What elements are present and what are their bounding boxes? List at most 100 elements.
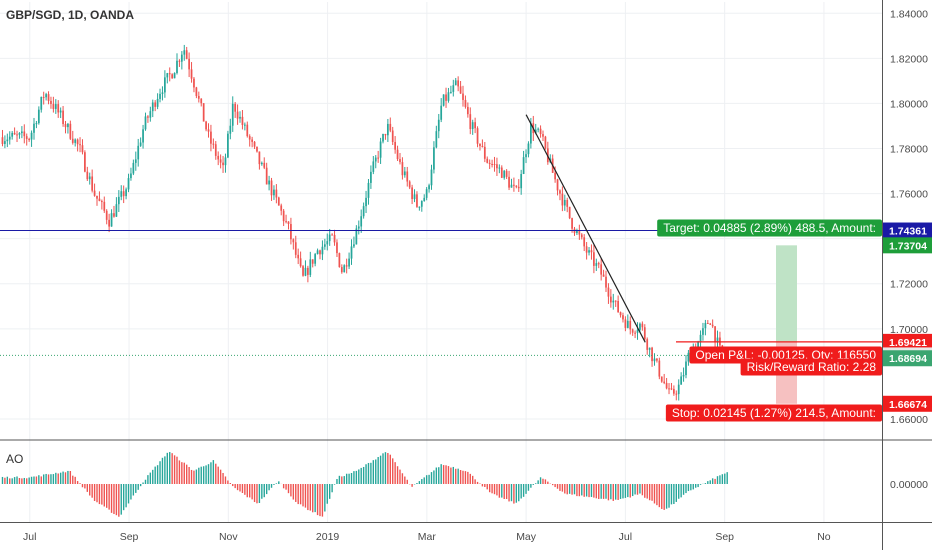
candle-body <box>593 252 595 266</box>
price-tag-bg <box>883 237 932 254</box>
candle-body <box>193 78 195 88</box>
candle-body <box>178 60 181 62</box>
candle-body <box>52 103 55 109</box>
candle-body <box>309 259 312 275</box>
stop-label-text: Stop: 0.02145 (1.27%) 214.5, Amount: <box>672 406 876 420</box>
candle-body <box>33 123 35 133</box>
candle-body <box>372 161 375 172</box>
candle-body <box>168 73 171 75</box>
candle-body <box>629 320 632 330</box>
candle-body <box>108 219 111 227</box>
price-tag-label: 1.69421 <box>889 337 927 349</box>
candle-body <box>563 199 566 206</box>
candle-body <box>277 197 280 206</box>
candle-body <box>503 170 506 178</box>
candle-body <box>675 393 678 395</box>
candle-body <box>50 100 52 104</box>
candle-body <box>714 326 716 343</box>
candles-layer <box>1 44 729 401</box>
candle-body <box>416 194 418 207</box>
candle-body <box>224 157 227 166</box>
candle-body <box>280 205 283 211</box>
candle-body <box>147 116 149 118</box>
price-axis[interactable]: 1.840001.820001.800001.780001.760001.740… <box>883 8 932 491</box>
candle-body <box>214 144 217 156</box>
price-tick-label: 1.84000 <box>890 8 928 20</box>
candle-body <box>430 169 433 186</box>
candle-body <box>338 253 341 268</box>
candle-body <box>302 266 304 276</box>
candle-body <box>408 181 411 188</box>
target-label-text: Target: 0.04885 (2.89%) 488.5, Amount: <box>663 221 876 235</box>
candle-body <box>382 134 384 142</box>
candle-body <box>64 124 67 128</box>
candle-body <box>394 141 397 150</box>
candle-body <box>508 176 510 188</box>
candle-body <box>292 239 295 243</box>
candle-body <box>685 361 687 376</box>
candle-body <box>568 206 571 219</box>
candle-body <box>360 216 363 227</box>
candle-body <box>294 242 297 255</box>
candle-body <box>355 228 358 245</box>
candle-body <box>287 221 290 225</box>
candle-body <box>345 265 348 267</box>
time-axis[interactable]: Jul Sep Nov 2019 Mar May Jul Sep No <box>23 531 831 543</box>
candle-body <box>13 132 16 135</box>
candle-body <box>285 221 287 223</box>
candle-body <box>62 110 64 125</box>
candle-body <box>200 98 203 104</box>
candle-body <box>590 250 593 253</box>
candle-body <box>471 122 474 130</box>
candle-body <box>697 341 699 350</box>
candle-body <box>639 323 641 330</box>
candle-body <box>515 185 518 187</box>
candle-body <box>542 134 544 137</box>
candle-body <box>462 93 464 100</box>
stop-label-group: Stop: 0.02145 (1.27%) 214.5, Amount: <box>665 404 882 422</box>
candle-body <box>425 189 428 198</box>
candle-body <box>217 155 220 160</box>
candle-body <box>316 250 319 255</box>
price-tick-label: 1.76000 <box>890 189 928 201</box>
candle-body <box>452 85 455 92</box>
candle-body <box>229 125 232 134</box>
candle-body <box>374 157 377 162</box>
candle-body <box>435 131 438 148</box>
candle-body <box>185 50 188 59</box>
candle-body <box>212 143 215 145</box>
candle-body <box>154 102 157 107</box>
candle-body <box>142 129 144 143</box>
candle-body <box>265 167 268 185</box>
risk-reward-label-bg <box>740 358 882 376</box>
target-label-bg <box>657 219 882 237</box>
candle-body <box>110 213 113 227</box>
candle-body <box>668 388 670 390</box>
candle-body <box>556 179 559 191</box>
candle-body <box>333 234 336 243</box>
candle-body <box>98 198 101 202</box>
candle-body <box>54 104 57 109</box>
candle-body <box>559 190 561 194</box>
candle-body <box>263 162 266 168</box>
candle-body <box>202 103 205 122</box>
candle-body <box>469 114 472 130</box>
candle-body <box>164 77 166 93</box>
candle-body <box>500 167 503 178</box>
candle-body <box>614 300 617 302</box>
candle-body <box>566 199 569 207</box>
candle-body <box>84 152 86 172</box>
candle-body <box>576 230 578 234</box>
position-labels: Target: 0.04885 (2.89%) 488.5, Amount:Op… <box>657 219 882 422</box>
candle-body <box>588 250 590 253</box>
candle-body <box>680 376 683 385</box>
candle-body <box>423 197 426 201</box>
ao-histogram <box>1 452 728 517</box>
candle-body <box>370 171 372 183</box>
candle-body <box>166 73 169 78</box>
candle-body <box>498 167 501 169</box>
price-tick-label: 1.80000 <box>890 98 928 110</box>
candle-body <box>1 137 4 144</box>
